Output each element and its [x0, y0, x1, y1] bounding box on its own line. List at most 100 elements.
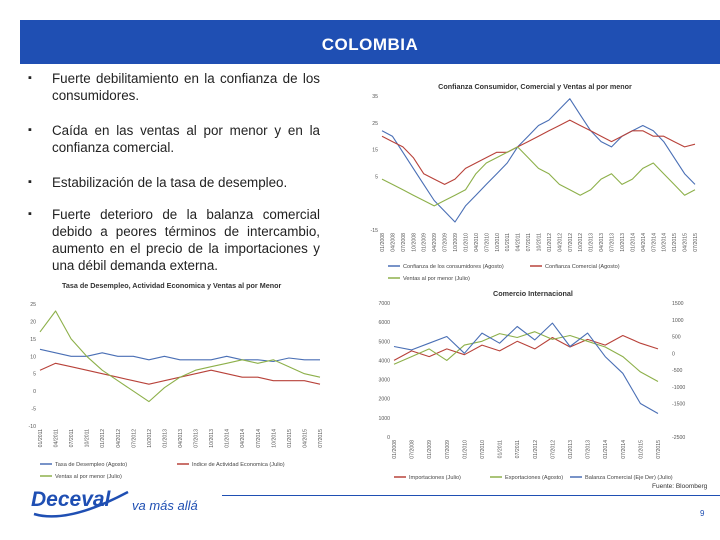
y-right-tick-label: 1500	[672, 301, 684, 307]
x-tick-label: 01/2009	[422, 233, 428, 252]
bullet-text: Fuerte deterioro de la balanza comercial…	[52, 207, 320, 273]
y-tick-label: 5	[33, 372, 36, 378]
x-tick-label: 01/2011	[505, 233, 511, 251]
x-tick-label: 04/2015	[302, 429, 308, 448]
page-number: 9	[700, 509, 705, 518]
x-tick-label: 04/2013	[599, 233, 605, 252]
y-right-tick-label: -1000	[672, 385, 685, 391]
bullet-text: Caída en las ventas al por menor y en la…	[52, 123, 320, 155]
x-tick-label: 01/2010	[463, 233, 469, 252]
x-tick-label: 01/2014	[225, 429, 231, 448]
x-tick-label: 04/2014	[641, 233, 647, 252]
y-tick-label: -10	[29, 424, 37, 430]
x-tick-label: 01/2011	[38, 429, 44, 447]
x-tick-label: 07/2014	[651, 233, 657, 252]
series-line-2	[381, 119, 696, 185]
x-tick-label: 04/2014	[240, 429, 246, 448]
legend-label: Tasa de Desempleo (Agosto)	[55, 462, 127, 468]
legend-label: Confianza Comercial (Agosto)	[545, 264, 620, 270]
y-tick-label: 3000	[378, 378, 390, 384]
x-tick-label: 07/2015	[693, 233, 699, 252]
bullet-item: ▪ Caída en las ventas al por menor y en …	[28, 122, 320, 156]
x-tick-label: 01/2009	[427, 440, 433, 459]
y-tick-label: 5000	[378, 339, 390, 345]
x-tick-label: 10/2009	[453, 233, 459, 252]
bullet-item: ▪ Fuerte debilitamiento en la confianza …	[28, 70, 320, 104]
bullet-item: ▪ Fuerte deterioro de la balanza comerci…	[28, 206, 320, 274]
y-tick-label: 6000	[378, 320, 390, 326]
x-tick-label: 04/2015	[683, 233, 689, 252]
x-tick-label: 07/2012	[131, 429, 137, 448]
x-tick-label: 01/2013	[568, 440, 574, 459]
legend-label: Importaciones (Julio)	[409, 475, 461, 481]
logo-name: Deceval	[31, 488, 111, 511]
x-tick-label: 07/2009	[445, 440, 451, 459]
x-tick-label: 04/2012	[116, 429, 122, 448]
x-tick-label: 04/2012	[557, 233, 563, 252]
series-line-3	[381, 146, 696, 207]
x-tick-label: 07/2012	[568, 233, 574, 252]
x-tick-label: 01/2011	[498, 440, 504, 458]
y-tick-label: 25	[372, 121, 378, 127]
source-note: Fuente: Bloomberg	[652, 483, 708, 490]
x-tick-label: 01/2015	[287, 429, 293, 448]
x-tick-label: 07/2008	[401, 233, 407, 252]
chart-comercio-svg: Comercio Internacional 0 1000 2000 3000 4000 5…	[378, 289, 685, 481]
x-tick-label: 04/2013	[178, 429, 184, 448]
x-tick-label: 07/2012	[550, 440, 556, 459]
y-tick-label: -15	[371, 228, 379, 234]
x-tick-label: 04/2008	[390, 233, 396, 252]
y-tick-label: 10	[30, 354, 36, 360]
bullet-item: ▪ Estabilización de la tasa de desempleo…	[28, 174, 320, 191]
series-line-2	[393, 331, 659, 382]
series-line-1	[393, 334, 659, 361]
x-tick-label: 07/2014	[621, 440, 627, 459]
x-tick-label: 07/2008	[410, 440, 416, 459]
legend-label: Ventas al por menor (Julio)	[55, 474, 122, 480]
y-tick-label: 20	[30, 319, 36, 325]
series-line-2	[39, 362, 321, 385]
y-tick-label: 25	[30, 302, 36, 308]
x-tick-label: 07/2010	[480, 440, 486, 459]
x-tick-label: 04/2009	[432, 233, 438, 252]
y-tick-label: 0	[33, 389, 36, 395]
x-tick-label: 10/2012	[578, 233, 584, 252]
y-right-tick-label: 1000	[672, 318, 684, 324]
y-tick-label: -5	[31, 407, 36, 413]
logo-swoosh-icon	[33, 490, 129, 518]
x-tick-label: 01/2008	[392, 440, 398, 459]
chart-title: Confianza Consumidor, Comercial y Ventas…	[438, 82, 632, 91]
x-tick-label: 01/2013	[162, 429, 168, 448]
chart-desempleo: Tasa de Desempleo, Actividad Economica y…	[22, 278, 327, 483]
y-tick-label: 4000	[378, 358, 390, 364]
x-tick-label: 07/2009	[443, 233, 449, 252]
x-tick-label: 01/2014	[603, 440, 609, 459]
y-tick-label: 0	[387, 435, 390, 441]
x-tick-label: 07/2013	[610, 233, 616, 252]
x-tick-label: 07/2011	[69, 429, 75, 447]
deceval-logo: Deceval va más allá	[28, 484, 218, 524]
chart-title: Tasa de Desempleo, Actividad Economica y…	[62, 281, 281, 290]
x-tick-label: 07/2011	[526, 233, 532, 251]
series-line-3	[393, 322, 659, 414]
y-right-tick-label: -500	[672, 368, 682, 374]
chart-comercio: Comercio Internacional 0 1000 2000 3000 4000 5…	[360, 287, 705, 485]
x-tick-label: 04/2011	[54, 429, 60, 447]
x-tick-label: 10/2011	[85, 429, 91, 447]
bullet-marker: ▪	[28, 124, 32, 136]
y-tick-label: 5	[375, 174, 378, 180]
y-tick-label: 35	[372, 94, 378, 100]
x-tick-label: 01/2012	[533, 440, 539, 459]
chart-title: Comercio Internacional	[493, 289, 573, 298]
logo-tagline: va más allá	[132, 498, 198, 513]
x-tick-label: 01/2012	[547, 233, 553, 252]
x-tick-label: 07/2011	[515, 440, 521, 458]
x-tick-label: 01/2012	[100, 429, 106, 448]
chart-confianza: Confianza Consumidor, Comercial y Ventas…	[360, 80, 705, 285]
bullet-marker: ▪	[28, 176, 32, 188]
x-tick-label: 10/2010	[495, 233, 501, 252]
x-tick-label: 04/2010	[474, 233, 480, 252]
x-tick-label: 01/2010	[462, 440, 468, 459]
legend-label: Exportaciones (Agosto)	[505, 475, 563, 481]
y-tick-label: 15	[30, 337, 36, 343]
